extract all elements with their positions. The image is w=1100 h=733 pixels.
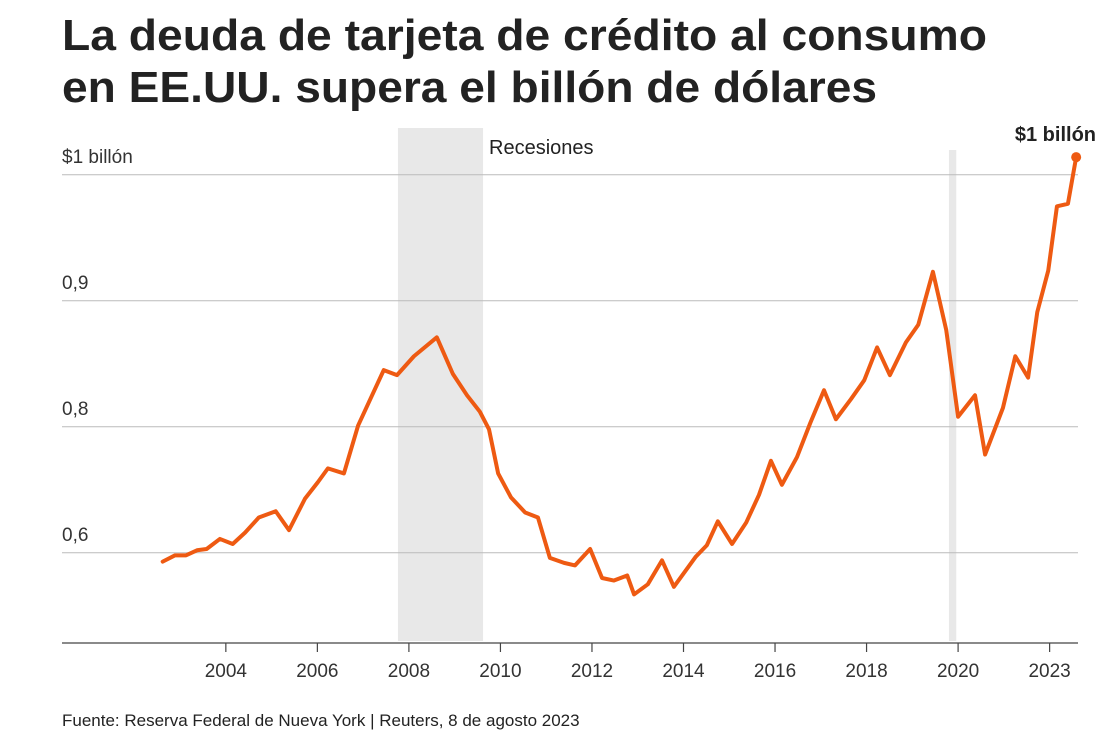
y-tick-label: 0,8 <box>62 399 88 420</box>
x-tick-label: 2018 <box>845 661 887 682</box>
recession-label: Recesiones <box>489 137 594 159</box>
x-tick-label: 2014 <box>662 661 705 682</box>
x-tick-label: 2010 <box>479 661 521 682</box>
x-tick-label: 2016 <box>754 661 796 682</box>
x-tick-label: 2012 <box>571 661 613 682</box>
x-tick-label: 2004 <box>205 661 248 682</box>
y-tick-label: $1 billón <box>62 147 133 168</box>
x-tick-label: 2006 <box>296 661 338 682</box>
chart-title: La deuda de tarjeta de crédito al consum… <box>62 11 987 60</box>
y-tick-label: 0,9 <box>62 273 88 294</box>
chart-title: en EE.UU. supera el billón de dólares <box>62 63 877 112</box>
recession-band <box>948 150 957 641</box>
line <box>160 155 1079 597</box>
y-tick-label: 0,6 <box>62 525 88 546</box>
end-label: $1 billón <box>1015 124 1096 146</box>
x-tick-label: 2023 <box>1028 661 1070 682</box>
x-tick-label: 2008 <box>388 661 430 682</box>
source: Fuente: Reserva Federal de Nueva York | … <box>62 711 580 730</box>
end-point <box>1071 152 1082 163</box>
x-tick-label: 2020 <box>937 661 979 682</box>
recession-band <box>397 128 484 641</box>
